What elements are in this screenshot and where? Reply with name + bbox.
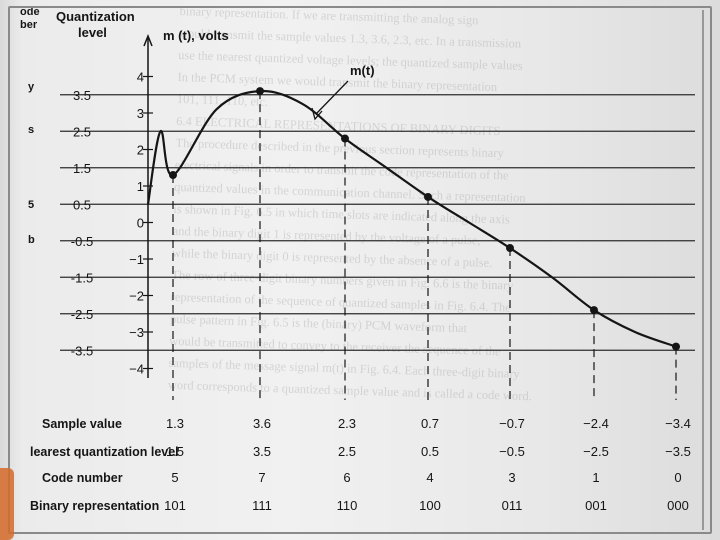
sample-point bbox=[672, 342, 680, 351]
sample-point bbox=[169, 171, 177, 180]
left-margin-glyph: b bbox=[28, 234, 35, 246]
nearest-level-value: 2.5 bbox=[338, 444, 356, 459]
sample-point bbox=[506, 244, 514, 253]
binary-value: 001 bbox=[585, 498, 607, 513]
sample-value: 2.3 bbox=[338, 416, 356, 431]
sample-value: −2.4 bbox=[583, 416, 609, 431]
m-axis-tick-label: 2 bbox=[137, 143, 144, 158]
nearest-level-value: 3.5 bbox=[253, 444, 271, 459]
binary-row-label: Binary representation bbox=[30, 499, 159, 513]
binary-value: 011 bbox=[502, 498, 523, 513]
curve-label-arrowhead bbox=[311, 107, 323, 121]
m-axis-title: m (t), volts bbox=[163, 28, 229, 43]
m-axis-tick-label: 3 bbox=[137, 106, 144, 121]
sample-value: −0.7 bbox=[499, 416, 525, 431]
slide-frame bbox=[8, 6, 712, 534]
sample-value: 1.3 bbox=[166, 416, 184, 431]
nearest-level-value: 0.5 bbox=[421, 444, 439, 459]
m-axis-arrow bbox=[143, 33, 153, 47]
nearest-level-value: −2.5 bbox=[583, 444, 609, 459]
sample-value-row-label: Sample value bbox=[42, 417, 122, 431]
quant-level-label: -0.5 bbox=[71, 234, 93, 249]
m-axis-tick-label: −3 bbox=[129, 325, 144, 340]
quant-level-label: -3.5 bbox=[71, 343, 93, 358]
code-number-value: 7 bbox=[258, 470, 265, 485]
binary-value: 111 bbox=[252, 498, 272, 513]
left-margin-glyph: s bbox=[28, 124, 34, 136]
sample-value: −3.4 bbox=[665, 416, 691, 431]
code-number-value: 1 bbox=[592, 470, 599, 485]
nearest-level-value: −3.5 bbox=[665, 444, 691, 459]
quant-level-label: 1.5 bbox=[73, 161, 91, 176]
code-number-value: 4 bbox=[426, 470, 433, 485]
m-axis-tick-label: −4 bbox=[129, 362, 144, 377]
sample-value: 3.6 bbox=[253, 416, 271, 431]
binary-value: 000 bbox=[667, 498, 689, 513]
code-number-value: 3 bbox=[508, 470, 515, 485]
nearest-level-value: −0.5 bbox=[499, 444, 525, 459]
quantization-level-header: level bbox=[78, 25, 107, 40]
quant-level-label: 0.5 bbox=[73, 197, 91, 212]
curve-label: m(t) bbox=[350, 63, 375, 78]
sample-point bbox=[424, 192, 432, 201]
code-number-value: 5 bbox=[171, 470, 178, 485]
sample-point bbox=[590, 306, 598, 315]
left-margin-glyph: 5 bbox=[28, 199, 34, 211]
m-axis-tick-label: 1 bbox=[137, 179, 144, 194]
m-axis-tick-label: 4 bbox=[137, 70, 144, 85]
binary-value: 110 bbox=[337, 498, 358, 513]
quant-level-label: 2.5 bbox=[73, 124, 91, 139]
curve-label-pointer bbox=[315, 80, 349, 115]
m-axis-tick-label: −2 bbox=[129, 289, 144, 304]
left-margin-glyph: y bbox=[28, 81, 35, 93]
sample-point bbox=[256, 87, 264, 96]
code-number-row-label: Code number bbox=[42, 471, 123, 485]
code-number-value: 6 bbox=[343, 470, 350, 485]
binary-value: 101 bbox=[164, 498, 186, 513]
binary-value: 100 bbox=[419, 498, 441, 513]
m-axis-tick-label: 0 bbox=[137, 216, 144, 231]
quant-level-label: 3.5 bbox=[73, 88, 91, 103]
sample-value: 0.7 bbox=[421, 416, 439, 431]
quant-level-label: -1.5 bbox=[71, 270, 93, 285]
code-number-value: 0 bbox=[674, 470, 681, 485]
nearest-level-value: 1.5 bbox=[166, 444, 184, 459]
code-column-header: ode bbox=[20, 6, 40, 18]
slide-accent-bar bbox=[0, 468, 14, 540]
code-column-header: ber bbox=[20, 19, 38, 31]
quantization-level-header: Quantization bbox=[56, 9, 135, 24]
sample-point bbox=[341, 134, 349, 143]
m-axis-tick-label: −1 bbox=[129, 252, 144, 267]
nearest-level-row-label: learest quantization level bbox=[30, 445, 179, 459]
quant-level-label: -2.5 bbox=[71, 307, 93, 322]
